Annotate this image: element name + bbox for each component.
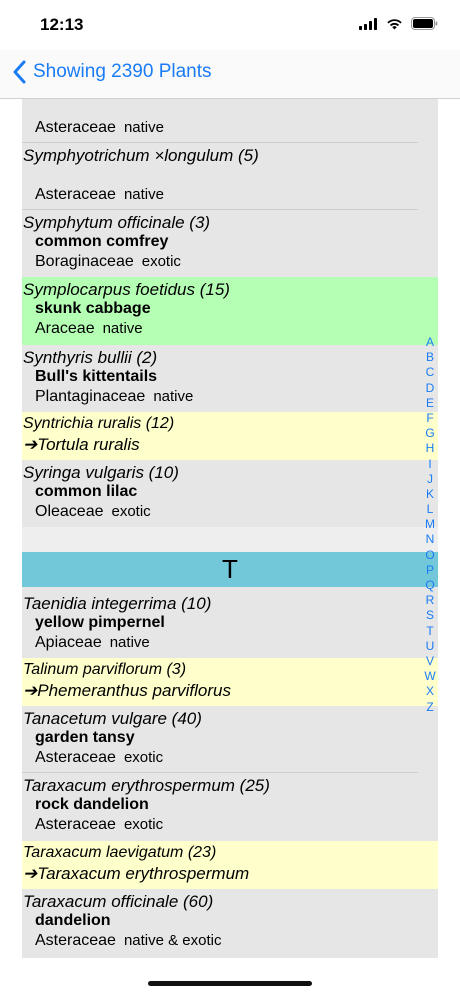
family-line: Asteraceae exotic bbox=[35, 749, 164, 766]
index-letter-f[interactable]: F bbox=[426, 410, 434, 425]
index-letter-u[interactable]: U bbox=[425, 638, 435, 653]
scientific-name: Syringa vulgaris (10) bbox=[23, 463, 179, 482]
list-item[interactable]: Talinum parviflorum (3) ➔Phemeranthus pa… bbox=[22, 658, 438, 706]
list-item[interactable]: Asteraceae native bbox=[22, 99, 438, 143]
status-icons bbox=[359, 17, 438, 30]
back-button-label: Showing 2390 Plants bbox=[33, 61, 212, 82]
home-indicator[interactable] bbox=[148, 981, 312, 986]
signal-icon bbox=[359, 17, 377, 30]
list-item[interactable]: Synthyris bullii (2) Bull's kittentails … bbox=[22, 345, 438, 412]
section-spacer bbox=[22, 527, 438, 552]
scientific-name: Taenidia integerrima (10) bbox=[23, 594, 212, 613]
list-item[interactable]: Syringa vulgaris (10) common lilac Oleac… bbox=[22, 460, 438, 527]
family-line: Asteraceae native bbox=[35, 186, 164, 203]
index-letter-t[interactable]: T bbox=[426, 623, 434, 638]
index-letter-o[interactable]: O bbox=[425, 547, 435, 562]
index-letter-j[interactable]: J bbox=[427, 471, 433, 486]
list-item[interactable]: Taraxacum erythrospermum (25) rock dande… bbox=[22, 773, 438, 841]
index-letter-v[interactable]: V bbox=[425, 653, 434, 668]
index-letter-g[interactable]: G bbox=[425, 426, 435, 441]
index-letter-z[interactable]: Z bbox=[426, 699, 434, 714]
common-name: dandelion bbox=[35, 912, 111, 929]
list-item[interactable]: Tanacetum vulgare (40) garden tansy Aste… bbox=[22, 706, 438, 773]
common-name: garden tansy bbox=[35, 729, 135, 746]
list-item[interactable]: Syntrichia ruralis (12) ➔Tortula ruralis bbox=[22, 412, 438, 460]
index-letter-p[interactable]: P bbox=[425, 562, 434, 577]
family-line: Asteraceae exotic bbox=[35, 816, 164, 833]
index-letter-c[interactable]: C bbox=[425, 365, 435, 380]
index-letter-l[interactable]: L bbox=[426, 502, 434, 517]
index-letter-x[interactable]: X bbox=[425, 684, 434, 699]
family-line: Boraginaceae exotic bbox=[35, 253, 181, 270]
family-line: Araceae native bbox=[35, 320, 143, 337]
chevron-left-icon bbox=[13, 60, 26, 84]
common-name: rock dandelion bbox=[35, 796, 149, 813]
list-item[interactable]: Taraxacum laevigatum (23) ➔Taraxacum ery… bbox=[22, 841, 438, 889]
index-letter-r[interactable]: R bbox=[425, 593, 435, 608]
index-letter-b[interactable]: B bbox=[425, 350, 434, 365]
family-line: Oleaceae exotic bbox=[35, 503, 151, 520]
section-header: T bbox=[22, 552, 438, 587]
common-name: skunk cabbage bbox=[35, 300, 151, 317]
back-button[interactable]: Showing 2390 Plants bbox=[12, 60, 212, 84]
index-letter-q[interactable]: Q bbox=[425, 578, 435, 592]
family-line: Asteraceae native bbox=[35, 119, 164, 136]
scientific-name: Tanacetum vulgare (40) bbox=[23, 709, 202, 728]
scientific-name: Taraxacum erythrospermum (25) bbox=[23, 776, 270, 795]
family-line: Plantaginaceae native bbox=[35, 388, 194, 405]
index-letter-e[interactable]: E bbox=[425, 395, 434, 410]
status-time: 12:13 bbox=[40, 15, 84, 34]
battery-icon bbox=[411, 17, 438, 30]
index-letter-i[interactable]: I bbox=[428, 456, 432, 471]
synonym-target: ➔Phemeranthus parviflorus bbox=[23, 681, 231, 700]
common-name: common comfrey bbox=[35, 233, 169, 250]
family-line: Apiaceae native bbox=[35, 634, 150, 651]
index-letter-n[interactable]: N bbox=[425, 532, 435, 547]
synonym-target: ➔Taraxacum erythrospermum bbox=[23, 864, 250, 883]
index-letter-h[interactable]: H bbox=[425, 441, 435, 456]
scientific-name: Symphytum officinale (3) bbox=[23, 213, 211, 232]
list-item[interactable]: Taenidia integerrima (10) yellow pimpern… bbox=[22, 587, 438, 658]
scientific-name: Taraxacum officinale (60) bbox=[23, 892, 214, 911]
synonym-name: Syntrichia ruralis (12) bbox=[23, 415, 175, 432]
scientific-name: Symplocarpus foetidus (15) bbox=[23, 280, 230, 299]
list-item[interactable]: Symphyotrichum ×longulum (5) Asteraceae n… bbox=[22, 143, 438, 210]
index-letter-s[interactable]: S bbox=[425, 608, 434, 623]
synonym-name: Taraxacum laevigatum (23) bbox=[23, 844, 217, 861]
wifi-icon bbox=[387, 18, 402, 29]
scientific-name: Symphyotrichum ×longulum (5) bbox=[23, 146, 259, 165]
index-letter-d[interactable]: D bbox=[425, 380, 435, 395]
index-letter-m[interactable]: M bbox=[425, 517, 435, 532]
index-letter-a[interactable]: A bbox=[425, 335, 434, 349]
index-letter-w[interactable]: W bbox=[424, 669, 436, 684]
list-item[interactable]: Taraxacum officinale (60) dandelion Aste… bbox=[22, 889, 438, 958]
synonym-target: ➔Tortula ruralis bbox=[23, 435, 140, 454]
navigation-bar: Showing 2390 Plants bbox=[0, 50, 460, 99]
common-name: Bull's kittentails bbox=[35, 368, 158, 385]
family-line: Asteraceae native & exotic bbox=[35, 932, 222, 949]
index-letter-k[interactable]: K bbox=[425, 486, 434, 501]
status-bar: 12:13 bbox=[0, 0, 460, 50]
synonym-name: Talinum parviflorum (3) bbox=[23, 661, 187, 678]
list-item[interactable]: Symplocarpus foetidus (15) skunk cabbage… bbox=[22, 277, 438, 345]
scientific-name: Synthyris bullii (2) bbox=[23, 348, 158, 367]
list-item[interactable]: Symphytum officinale (3) common comfrey … bbox=[22, 210, 438, 277]
common-name: yellow pimpernel bbox=[35, 614, 165, 631]
common-name: common lilac bbox=[35, 483, 138, 500]
plant-list[interactable]: Asteraceae native Symphyotrichum ×longulu… bbox=[22, 99, 438, 958]
